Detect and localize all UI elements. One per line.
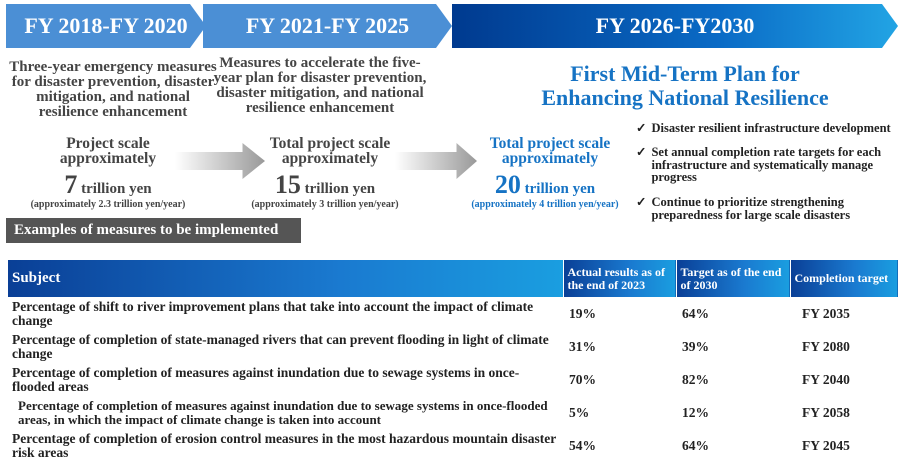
phase-1-scale-label: Project scale approximately bbox=[59, 135, 157, 167]
header-subject: Subject bbox=[8, 260, 563, 297]
target-cell: 12% bbox=[682, 404, 709, 420]
table-row: Percentage of completion of measures aga… bbox=[8, 363, 898, 396]
amount-unit: trillion yen bbox=[304, 181, 376, 197]
amount-number: 15 bbox=[274, 170, 301, 199]
check-item: ✓ Disaster resilient infrastructure devel… bbox=[636, 122, 900, 135]
measures-table: Subject Actual results as of the end of … bbox=[8, 260, 898, 462]
table-row: Percentage of shift to river improvement… bbox=[8, 297, 898, 330]
plan-title: First Mid-Term Plan for Enhancing Nation… bbox=[541, 61, 829, 110]
check-icon: ✓ bbox=[636, 195, 647, 209]
actual-cell: 19% bbox=[569, 305, 596, 321]
target-cell: 39% bbox=[682, 338, 709, 354]
examples-heading: Examples of measures to be implemented bbox=[6, 218, 301, 243]
completion-cell: FY 2080 bbox=[802, 338, 850, 354]
phase-2-period: FY 2021-FY 2025 bbox=[245, 13, 410, 38]
target-cell: 82% bbox=[682, 371, 709, 387]
amount-unit: trillion yen bbox=[524, 181, 596, 197]
phase-2-per-year: (approximately 3 trillion yen/year) bbox=[251, 199, 399, 210]
phase-1-period: FY 2018-FY 2020 bbox=[24, 13, 188, 38]
subject-cell: Percentage of shift to river improvement… bbox=[12, 298, 534, 328]
phase-1-banner: FY 2018-FY 2020 bbox=[6, 4, 206, 48]
check-text: Continue to prioritize strengthening pre… bbox=[651, 195, 851, 222]
completion-cell: FY 2040 bbox=[802, 371, 850, 387]
subject-cell: Percentage of completion of measures aga… bbox=[18, 397, 548, 427]
completion-cell: FY 2058 bbox=[802, 404, 850, 420]
phase-3-period: FY 2026-FY2030 bbox=[595, 13, 755, 38]
target-cell: 64% bbox=[682, 305, 709, 321]
amount-number: 20 bbox=[494, 170, 521, 199]
phase-3-banner: FY 2026-FY2030 bbox=[452, 4, 898, 48]
header-completion: Completion target bbox=[789, 260, 898, 297]
completion-cell: FY 2035 bbox=[802, 305, 850, 321]
check-item: ✓ Continue to prioritize strengthening pr… bbox=[636, 196, 876, 221]
phase-3-scale-label: Total project scale approximately bbox=[489, 135, 611, 167]
phase-1-amount: 7 trillion yen bbox=[8, 170, 208, 200]
phase-1-per-year: (approximately 2.3 trillion yen/year) bbox=[30, 199, 186, 210]
phase-3-per-year: (approximately 4 trillion yen/year) bbox=[471, 199, 619, 210]
amount-unit: trillion yen bbox=[81, 181, 152, 197]
check-item: ✓ Set annual completion rate targets for … bbox=[636, 146, 898, 184]
actual-cell: 54% bbox=[569, 437, 596, 453]
table-header-row: Subject Actual results as of the end of … bbox=[8, 260, 898, 297]
check-text: Disaster resilient infrastructure develo… bbox=[651, 121, 891, 135]
actual-cell: 70% bbox=[569, 371, 596, 387]
check-icon: ✓ bbox=[636, 145, 647, 159]
table-row: Percentage of completion of state-manage… bbox=[8, 330, 898, 363]
check-text: Set annual completion rate targets for e… bbox=[651, 145, 882, 184]
header-target: Target as of the end of 2030 bbox=[675, 260, 790, 297]
phase-3-amount: 20 trillion yen bbox=[460, 170, 630, 200]
subject-cell: Percentage of completion of erosion cont… bbox=[12, 430, 556, 460]
actual-cell: 5% bbox=[569, 404, 590, 420]
header-actual: Actual results as of the end of 2023 bbox=[562, 260, 676, 297]
table-row: Percentage of completion of measures aga… bbox=[8, 396, 898, 429]
phase-2-amount: 15 trillion yen bbox=[230, 170, 420, 200]
subject-cell: Percentage of completion of measures aga… bbox=[12, 364, 520, 394]
phase-2-description: Measures to accelerate the five-year pla… bbox=[213, 55, 427, 116]
target-cell: 64% bbox=[682, 437, 709, 453]
amount-number: 7 bbox=[64, 170, 78, 199]
phase-2-banner: FY 2021-FY 2025 bbox=[203, 4, 452, 48]
actual-cell: 31% bbox=[569, 338, 596, 354]
table-row: Percentage of completion of erosion cont… bbox=[8, 429, 898, 462]
check-icon: ✓ bbox=[636, 121, 647, 135]
subject-cell: Percentage of completion of state-manage… bbox=[12, 331, 549, 361]
completion-cell: FY 2045 bbox=[802, 437, 850, 453]
phase-2-scale-label: Total project scale approximately bbox=[269, 135, 391, 167]
phase-1-description: Three-year emergency measures for disast… bbox=[9, 59, 217, 120]
